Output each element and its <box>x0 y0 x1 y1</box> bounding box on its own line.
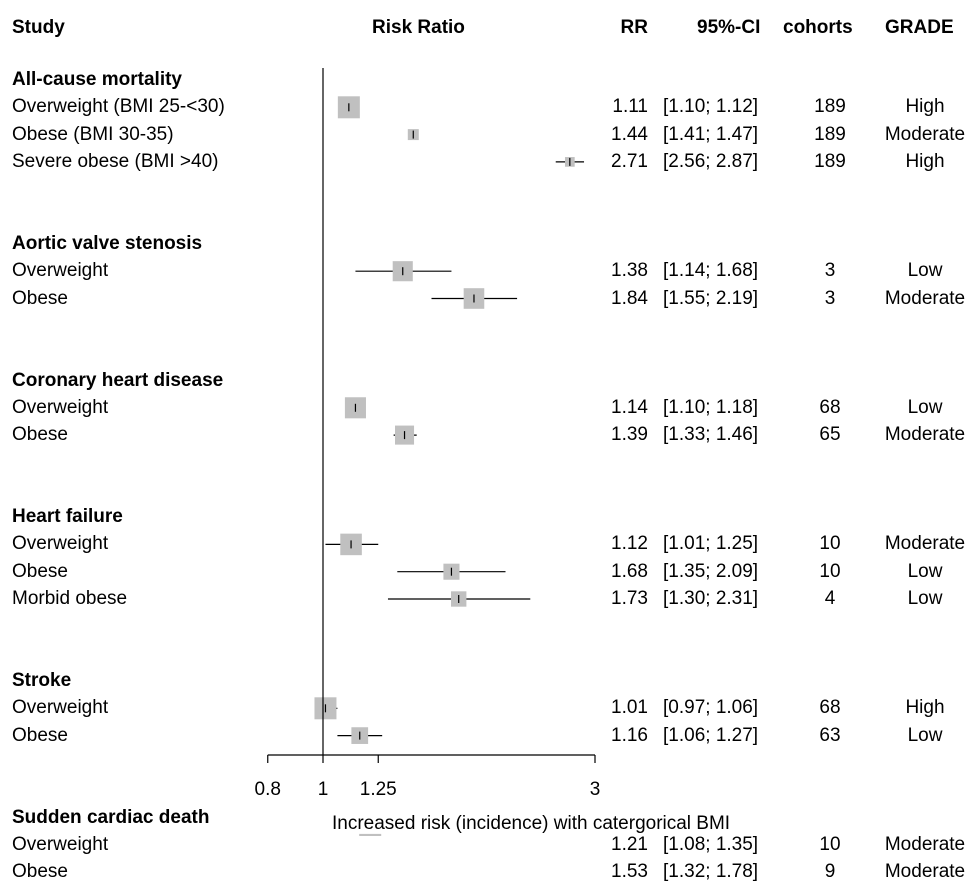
row-label: Morbid obese <box>12 588 128 609</box>
header-study: Study <box>12 17 65 38</box>
row-cohorts: 189 <box>814 96 846 118</box>
row-ci: [1.14; 1.68] <box>663 260 759 282</box>
row-ci: [1.55; 2.19] <box>663 287 759 309</box>
group-title: Stroke <box>12 670 72 691</box>
row-grade: Low <box>907 724 943 746</box>
row-cohorts: 63 <box>819 724 841 746</box>
row-grade: Low <box>907 260 943 282</box>
x-tick-label: 1.25 <box>360 779 397 800</box>
row-ci: [2.56; 2.87] <box>663 150 759 172</box>
row-grade: High <box>905 150 945 172</box>
row-label: Obese <box>12 424 68 446</box>
header-rr: RR <box>620 17 648 38</box>
row-label: Obese <box>12 287 68 309</box>
row-cohorts: 68 <box>819 697 841 719</box>
row-rr: 1.16 <box>611 724 648 746</box>
group-title: All-cause mortality <box>12 69 182 90</box>
row-ci: [1.06; 1.27] <box>663 724 759 746</box>
row-cohorts: 10 <box>819 533 841 555</box>
header-cohorts: cohorts <box>783 17 853 38</box>
row-ci: [1.41; 1.47] <box>663 123 759 145</box>
row-cohorts: 189 <box>814 123 846 145</box>
row-ci: [1.35; 2.09] <box>663 560 759 582</box>
row-rr: 1.14 <box>611 396 648 418</box>
row-rr: 1.01 <box>611 697 648 719</box>
row-ci: [1.10; 1.18] <box>663 396 759 418</box>
row-rr: 1.12 <box>611 533 648 555</box>
header-risk-ratio: Risk Ratio <box>372 17 465 38</box>
row-cohorts: 4 <box>824 588 836 609</box>
row-grade: Moderate <box>884 424 966 446</box>
row-grade: Moderate <box>884 287 966 309</box>
row-cohorts: 68 <box>819 396 841 418</box>
header-grade: GRADE <box>885 17 954 38</box>
row-grade: Low <box>907 396 943 418</box>
row-grade: Moderate <box>884 533 966 555</box>
row-label: Overweight <box>12 533 109 555</box>
x-tick-label: 3 <box>590 779 601 800</box>
row-grade: High <box>905 697 945 719</box>
row-rr: 1.39 <box>611 424 648 446</box>
row-cohorts: 10 <box>819 560 841 582</box>
row-rr: 1.53 <box>611 861 648 883</box>
row-label: Obese <box>12 861 68 883</box>
row-rr: 2.71 <box>611 150 648 172</box>
row-rr: 1.73 <box>611 588 648 609</box>
row-cohorts: 9 <box>824 861 836 883</box>
row-label: Obese <box>12 560 68 582</box>
group-title: Coronary heart disease <box>12 369 224 391</box>
group-title: Sudden cardiac death <box>12 806 210 828</box>
header-ci: 95%-CI <box>697 17 761 38</box>
x-tick-label: 0.8 <box>255 779 281 800</box>
row-grade: Moderate <box>884 123 966 145</box>
weight-box <box>359 833 382 836</box>
row-rr: 1.44 <box>611 123 648 145</box>
row-label: Obese (BMI 30-35) <box>12 123 174 145</box>
row-cohorts: 10 <box>819 833 841 855</box>
row-ci: [1.32; 1.78] <box>663 861 759 883</box>
row-grade: Low <box>907 560 943 582</box>
row-label: Obese <box>12 724 68 746</box>
x-axis-label: Increased risk (incidence) with catergor… <box>332 813 731 834</box>
row-rr: 1.21 <box>611 833 648 855</box>
row-ci: [1.10; 1.12] <box>663 96 759 118</box>
row-label: Overweight <box>12 833 109 855</box>
row-cohorts: 3 <box>824 287 836 309</box>
row-rr: 1.68 <box>611 560 648 582</box>
row-grade: Moderate <box>884 833 966 855</box>
forest-plot: 0.8 1 1.25 3 <box>255 68 601 836</box>
row-ci: [1.30; 2.31] <box>663 588 759 609</box>
row-label: Overweight <box>12 396 109 418</box>
group-title: Heart failure <box>12 506 123 528</box>
row-cohorts: 65 <box>819 424 841 446</box>
row-ci: [1.33; 1.46] <box>663 424 759 446</box>
row-label: Severe obese (BMI >40) <box>12 150 219 172</box>
row-ci: [0.97; 1.06] <box>663 697 759 719</box>
x-tick-label: 1 <box>318 779 329 800</box>
row-label: Overweight <box>12 697 109 719</box>
row-cohorts: 189 <box>814 150 846 172</box>
row-label: Overweight <box>12 260 109 282</box>
row-rr: 1.84 <box>611 287 648 309</box>
row-rr: 1.11 <box>612 96 648 118</box>
row-cohorts: 3 <box>824 260 836 282</box>
row-rr: 1.38 <box>611 260 648 282</box>
row-ci: [1.01; 1.25] <box>663 533 759 555</box>
row-label: Overweight (BMI 25-<30) <box>12 96 225 118</box>
row-grade: Low <box>907 588 943 609</box>
row-grade: Moderate <box>884 861 966 883</box>
group-title: Aortic valve stenosis <box>12 232 203 254</box>
row-ci: [1.08; 1.35] <box>663 833 759 855</box>
row-grade: High <box>905 96 945 118</box>
